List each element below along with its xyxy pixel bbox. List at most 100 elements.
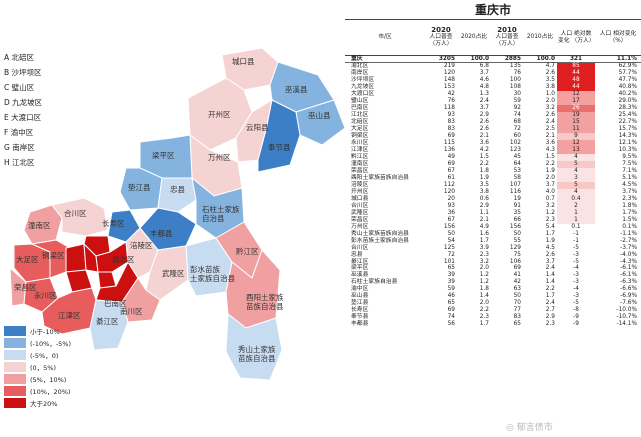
- cell-name: 武隆区: [351, 209, 369, 216]
- cell-share2020: 1.8: [479, 167, 489, 174]
- region-hechuan[interactable]: [51, 197, 109, 237]
- cell-rel-change: 29.0%: [618, 98, 637, 105]
- cell-rel-change: -10.7%: [616, 314, 637, 321]
- region-zhongxian[interactable]: [157, 177, 197, 213]
- cell-share2010: 1.0: [545, 91, 555, 98]
- cell-rel-change: 14.3%: [618, 133, 637, 140]
- cell-rel-change: 1.7%: [622, 209, 637, 216]
- header-pop2010-year: 2010: [497, 26, 517, 35]
- cell-share2020: 2.6: [479, 119, 489, 126]
- legend-swatch: [4, 361, 26, 372]
- cell-share2010: 5.4: [545, 223, 555, 230]
- cell-rel-change: 10.3%: [618, 147, 637, 153]
- cell-name: 綦江区: [351, 258, 369, 265]
- cell-abs-change: -1: [573, 230, 579, 237]
- cell-share2020: 0.6: [479, 195, 489, 202]
- cell-share2010: 2.3: [545, 321, 555, 328]
- map-label: 石柱土家族自治县: [202, 204, 240, 223]
- cell-share2020: 3.7: [479, 70, 489, 77]
- cell-share2020: 4.6: [479, 77, 489, 84]
- cell-rel-change: -7.6%: [620, 300, 637, 307]
- legend-label: (-5%，0): [30, 351, 59, 360]
- cell-share2010: 3.2: [545, 202, 555, 209]
- cell-pop2010: 135: [509, 63, 521, 70]
- cell-share2010: 2.1: [545, 133, 555, 140]
- cell-pop2020: 125: [443, 244, 455, 251]
- cell-rel-change: -6.1%: [620, 272, 637, 279]
- map-label: 丰都县: [150, 228, 173, 238]
- table-row: 渝北区 219 6.8 135 4.7 85 62.9%: [345, 62, 641, 71]
- watermark: ◎ 郁言债市: [506, 420, 553, 433]
- cell-pop2010: 91: [513, 202, 521, 209]
- table-panel: 重庆市 市/区 2020 人口普查 （万人） 2020占比 2010 人口普查 …: [345, 0, 641, 437]
- cell-pop2020: 46: [447, 293, 455, 300]
- table-row: 渝中区 59 1.8 63 2.2 -4 -6.6%: [345, 286, 641, 293]
- cell-abs-change: 3: [557, 174, 595, 182]
- wechat-icon: ◎: [506, 423, 517, 433]
- cell-name: 酉阳土家族苗族自治县: [351, 174, 409, 181]
- cell-rel-change: -4.0%: [620, 251, 637, 258]
- cell-name: 大足区: [351, 126, 369, 133]
- cell-name: 北碚区: [351, 119, 369, 126]
- cell-pop2010: 35: [513, 209, 521, 216]
- table-row: 武隆区 36 1.1 35 1.2 1 1.7%: [345, 209, 641, 217]
- cell-share2020: 1.2: [479, 279, 489, 286]
- legend-label: (10%，20%): [30, 387, 71, 396]
- cell-pop2010: 30: [513, 91, 521, 98]
- region-qijiang[interactable]: [89, 299, 129, 351]
- cell-abs-change: -3: [573, 279, 579, 286]
- region-xiushan[interactable]: [225, 313, 283, 381]
- region-nanan[interactable]: [97, 271, 117, 289]
- region-bishan[interactable]: [65, 243, 87, 273]
- cell-pop2010: 74: [513, 112, 521, 119]
- cell-pop2020: 76: [447, 98, 455, 105]
- cell-pop2010: 45: [513, 153, 521, 160]
- cell-share2010: 2.9: [545, 314, 555, 321]
- cell-rel-change: 28.3%: [618, 105, 637, 112]
- cell-rel-change: -3.7%: [620, 244, 637, 251]
- cell-name: 石柱土家族自治县: [351, 279, 398, 286]
- header-pop2020: 2020 人口普查 （万人）: [425, 21, 457, 56]
- map-label: 铜梁区: [42, 250, 65, 260]
- legend: 小于-10% (-10%，-5%) (-5%，0) (0，5%) (5%，10%) (10…: [4, 325, 71, 409]
- header-abs-change: 人口 绝对数 变化 （万人）: [557, 21, 595, 56]
- table-row: 城口县 20 0.6 19 0.7 0.4 2.3%: [345, 195, 641, 203]
- cell-abs-change: 17: [557, 98, 595, 106]
- cell-name: 梁平区: [351, 265, 369, 272]
- cell-share2020: 2.2: [479, 160, 489, 167]
- region-fengjie[interactable]: [257, 99, 301, 173]
- cell-name: 垫江县: [351, 300, 369, 307]
- cell-pop2010: 100: [509, 77, 521, 84]
- cell-share2020: 2.9: [479, 202, 489, 209]
- cell-rel-change: 1.8%: [622, 202, 637, 209]
- cell-rel-change: 15.7%: [618, 126, 637, 133]
- cell-pop2010: 59: [513, 98, 521, 105]
- cell-name: 开州区: [351, 188, 369, 195]
- cell-pop2010: 77: [513, 307, 521, 314]
- cell-pop2020: 120: [443, 188, 455, 195]
- table-row: 黔江区 49 1.5 45 1.5 4 9.5%: [345, 153, 641, 161]
- index-item: H 江北区: [4, 158, 35, 167]
- cell-pop2020: 83: [447, 126, 455, 133]
- cell-abs-change: 12: [557, 140, 595, 147]
- cell-name: 秀山土家族苗族自治县: [351, 230, 409, 237]
- cell-pop2010: 65: [513, 321, 521, 328]
- cell-share2010: 1.4: [545, 272, 555, 279]
- cell-share2010: 4.5: [545, 244, 555, 251]
- cell-pop2020: 3205: [425, 55, 457, 64]
- cell-name: 巫山县: [351, 293, 369, 300]
- map-label: 黔江区: [236, 246, 259, 256]
- map-label: 梁平区: [152, 151, 175, 160]
- cell-abs-change: -9: [573, 321, 579, 328]
- cell-name: 九龙坡区: [351, 84, 375, 91]
- cell-pop2020: 156: [443, 223, 455, 230]
- cell-abs-change: 44: [557, 84, 595, 92]
- index-item: E 大渡口区: [4, 113, 42, 122]
- cell-share2010: 100.0: [523, 55, 557, 64]
- cell-pop2010: 156: [509, 223, 521, 230]
- cell-rel-change: 7.5%: [622, 160, 637, 167]
- cell-abs-change: -1: [573, 237, 579, 244]
- cell-name: 荣昌区: [351, 216, 369, 223]
- cell-pop2020: 54: [447, 237, 455, 244]
- cell-pop2020: 120: [443, 70, 455, 77]
